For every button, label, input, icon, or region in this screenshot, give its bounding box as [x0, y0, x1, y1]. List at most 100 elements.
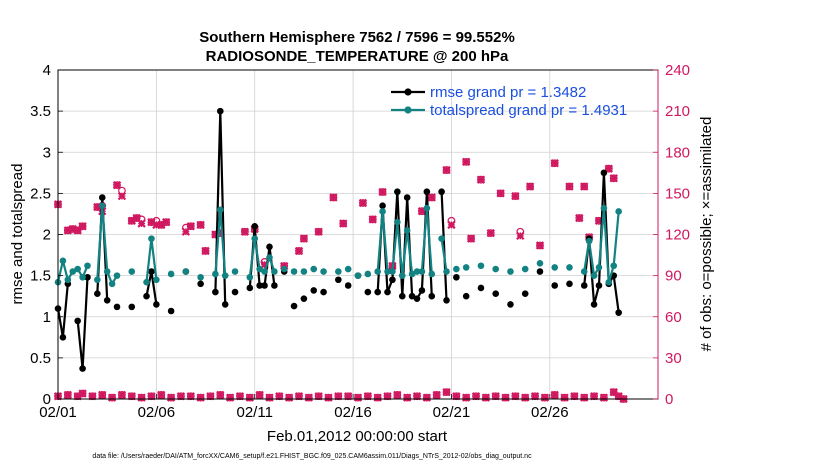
rmse-point	[103, 297, 111, 304]
rmse-point	[98, 194, 106, 201]
y-axis-right-label: # of obs: o=possible; ×=assimilated	[698, 117, 715, 352]
totalspread-point	[212, 270, 219, 278]
obs-assimilated-marker	[378, 187, 387, 197]
totalspread-point	[94, 276, 101, 284]
totalspread-point	[261, 268, 268, 275]
rmse-point	[197, 280, 204, 288]
obs-assimilated-marker	[580, 182, 589, 191]
obs-assimilated-marker	[216, 390, 225, 400]
totalspread-point	[246, 273, 254, 281]
totalspread-point	[148, 235, 155, 242]
rmse-line	[440, 191, 448, 301]
x-axis-label: Feb.01,2012 00:00:00 start	[267, 428, 448, 445]
obs-assimilated-marker	[196, 393, 205, 402]
totalspread-point	[280, 265, 288, 273]
y-right-tick-label: 30	[665, 350, 682, 367]
rmse-point	[551, 282, 559, 289]
rmse-point	[477, 284, 485, 292]
obs-assimilated-marker	[166, 393, 176, 402]
obs-assimilated-marker	[294, 246, 304, 256]
obs-assimilated-marker	[117, 191, 127, 201]
obs-assimilated-marker	[265, 393, 274, 402]
totalspread-point	[98, 202, 106, 210]
y-left-tick-label: 3	[43, 144, 51, 161]
rmse-point	[462, 292, 470, 300]
y-right-tick-label: 240	[665, 62, 690, 79]
totalspread-point	[153, 276, 160, 284]
obs-assimilated-marker	[501, 393, 510, 402]
obs-assimilated-marker	[117, 390, 127, 400]
totalspread-point	[408, 270, 416, 278]
rmse-point	[453, 273, 460, 281]
legend: rmse grand pr = 1.3482 totalspread grand…	[391, 84, 627, 119]
y-right-tick-label: 210	[665, 103, 690, 120]
rmse-point	[246, 284, 254, 292]
obs-assimilated-marker	[609, 174, 618, 183]
rmse-point	[600, 169, 608, 177]
obs-assimilated-marker	[78, 222, 87, 231]
obs-assimilated-marker	[565, 182, 574, 191]
obs-assimilated-marker	[580, 393, 589, 402]
rmse-point	[344, 282, 352, 289]
totalspread-point	[384, 268, 391, 275]
rmse-point	[403, 194, 411, 201]
obs-assimilated-marker	[284, 393, 294, 402]
obs-assimilated-marker	[462, 157, 471, 167]
rmse-point	[231, 288, 239, 296]
obs-assimilated-marker	[427, 193, 436, 202]
obs-assimilated-marker	[521, 393, 530, 402]
totalspread-point	[590, 272, 598, 279]
totalspread-point	[266, 254, 273, 261]
rmse-point	[310, 287, 318, 294]
totalspread-point	[335, 268, 342, 275]
rmse-point	[413, 295, 421, 302]
obs-assimilated-marker	[255, 390, 264, 400]
totalspread-point	[438, 235, 445, 242]
series-lines	[54, 107, 622, 372]
rmse-point	[492, 290, 500, 298]
rmse-point	[364, 288, 372, 296]
totalspread-point	[600, 204, 608, 212]
y-right-tick-label: 0	[665, 391, 673, 408]
obs-assimilated-marker	[540, 393, 550, 402]
totalspread-point	[615, 208, 622, 215]
obs-assimilated-marker	[314, 227, 323, 236]
totalspread-point	[290, 268, 298, 275]
totalspread-point	[216, 206, 224, 214]
rmse-point	[74, 317, 81, 325]
obs-assimilated-marker	[525, 182, 535, 191]
obs-assimilated-marker	[550, 159, 559, 168]
y-left-tick-label: 4	[43, 62, 51, 79]
totalspread-point	[74, 265, 81, 273]
y-left-tick-label: 2.5	[30, 185, 51, 202]
totalspread-point	[428, 270, 436, 278]
obs-assimilated-marker	[112, 180, 122, 190]
rmse-point	[153, 301, 160, 308]
rmse-point	[256, 282, 263, 289]
rmse-point	[428, 292, 436, 300]
totalspread-point	[108, 280, 116, 288]
totalspread-point	[379, 208, 386, 215]
totalspread-point	[310, 265, 318, 273]
rmse-point	[221, 301, 229, 308]
totalspread-point	[103, 268, 111, 275]
chart-title-line2: RADIOSONDE_TEMPERATURE @ 200 hPa	[206, 48, 509, 65]
y-right-tick-label: 180	[665, 144, 690, 161]
y-right-tick-label: 120	[665, 227, 690, 244]
rmse-point	[379, 202, 386, 210]
totalspread-point	[320, 268, 327, 275]
totalspread-point	[477, 262, 485, 270]
y-right-tick-label: 150	[665, 185, 690, 202]
totalspread-point	[300, 268, 308, 275]
rmse-point	[79, 365, 86, 372]
obs-assimilated-marker	[575, 213, 584, 223]
legend-marker-totalspread	[404, 106, 412, 114]
obs-assimilated-marker	[447, 220, 456, 230]
totalspread-point	[585, 237, 593, 245]
rmse-point	[536, 268, 544, 275]
y-left-tick-label: 0	[43, 391, 51, 408]
y-right-tick-label: 90	[665, 268, 682, 285]
rmse-point	[271, 282, 278, 289]
obs-assimilated-marker	[339, 219, 348, 228]
